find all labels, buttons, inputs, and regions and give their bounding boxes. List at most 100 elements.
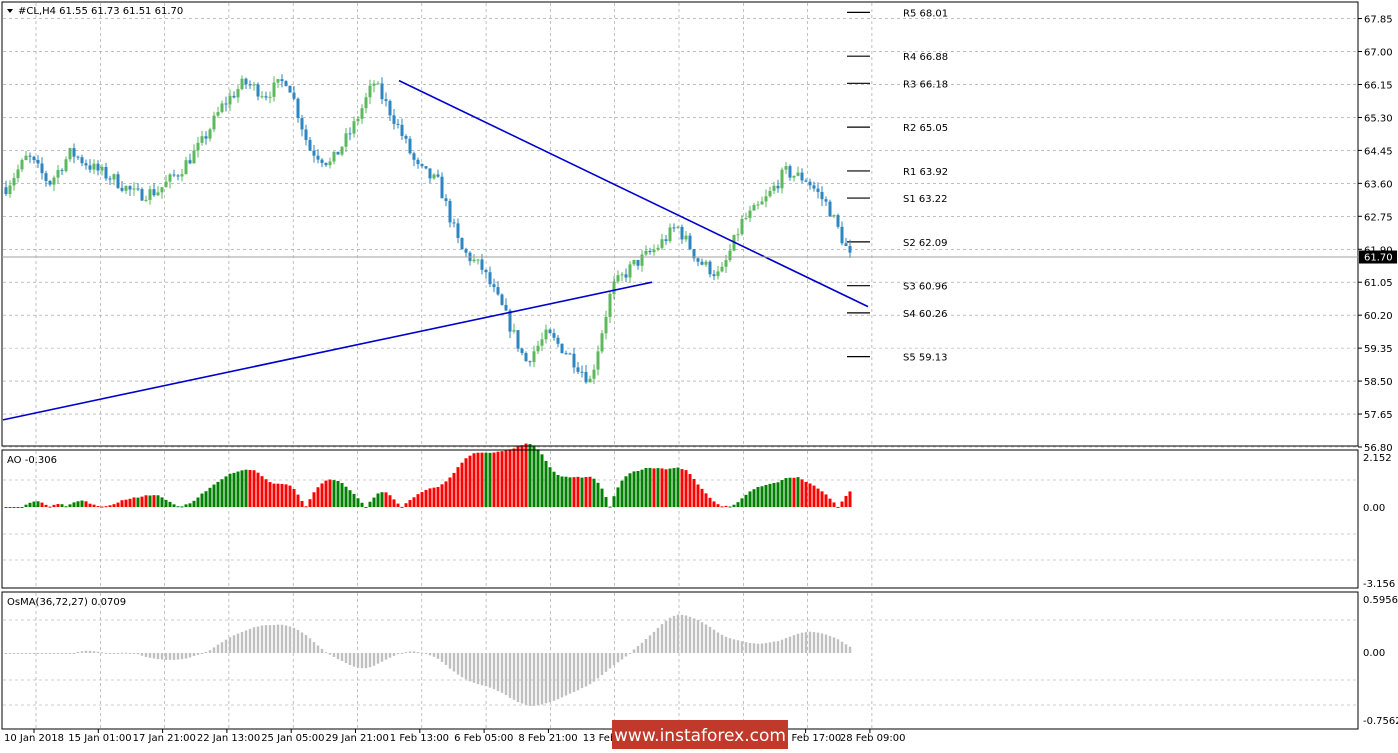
candle-bearish: [808, 178, 812, 190]
ao-bar: [540, 454, 544, 507]
candle-bullish: [144, 195, 148, 203]
time-tick-label: 1 Feb 13:00: [390, 733, 449, 744]
candle-bullish: [228, 89, 232, 111]
osma-bar: [316, 645, 320, 653]
candle-bullish: [616, 270, 620, 284]
osma-bar: [356, 653, 360, 668]
ao-panel-border: [1, 449, 1359, 589]
ao-bar: [436, 486, 440, 507]
osma-bar: [492, 653, 496, 690]
osma-bar: [448, 653, 452, 669]
candle-bullish: [652, 244, 656, 256]
candle-bearish: [28, 152, 32, 164]
candle-bullish: [52, 175, 56, 192]
candle-bearish: [316, 149, 320, 164]
candle-bearish: [672, 223, 676, 233]
osma-bar: [256, 626, 260, 653]
ao-bar: [696, 484, 700, 507]
osma-bar: [776, 641, 780, 653]
time-tick-label: 29 Jan 21:00: [326, 733, 389, 744]
time-tick-label: 15 Jan 01:00: [68, 733, 131, 744]
ao-bar: [260, 476, 264, 507]
ao-bar: [300, 500, 304, 507]
osma-bar: [844, 644, 848, 653]
osma-bar: [180, 653, 184, 660]
ao-bar: [344, 486, 348, 507]
candle-bearish: [548, 328, 552, 334]
candle-bearish: [176, 173, 180, 181]
candle-bearish: [152, 183, 156, 197]
price-tick-label: 60.20: [1364, 311, 1393, 322]
ao-bar: [588, 476, 592, 507]
ao-bar: [556, 474, 560, 507]
osma-bar: [596, 653, 600, 679]
candle-bullish: [796, 166, 800, 177]
osma-bar: [412, 651, 416, 653]
candle-bullish: [156, 186, 160, 197]
osma-bar: [28, 653, 32, 654]
dropdown-triangle-icon[interactable]: [7, 9, 13, 13]
ao-bar: [388, 495, 392, 507]
ao-bar: [840, 501, 844, 507]
candle-bearish: [508, 308, 512, 339]
ao-bar: [132, 497, 136, 507]
candle-bearish: [304, 124, 308, 146]
osma-bar: [580, 653, 584, 689]
pivot-label: R4 66.88: [903, 52, 948, 63]
ao-bar: [372, 497, 376, 507]
ao-bar: [144, 495, 148, 507]
ao-bar: [164, 499, 168, 507]
osma-bar: [544, 653, 548, 704]
current-price-label: 61.70: [1364, 253, 1393, 264]
ao-bar: [796, 477, 800, 507]
price-tick-label: 65.30: [1364, 113, 1393, 124]
ao-bar: [828, 498, 832, 507]
ao-bar: [408, 500, 412, 507]
osma-bar: [588, 653, 592, 685]
pivot-label: S4 60.26: [903, 309, 948, 320]
descending-trendline[interactable]: [398, 79, 869, 308]
candle-bearish: [776, 179, 780, 193]
ao-bar: [552, 471, 556, 507]
candle-bullish: [92, 159, 96, 175]
ao-bar: [760, 486, 764, 507]
osma-bar: [672, 615, 676, 653]
candle-bearish: [820, 186, 824, 206]
candle-bearish: [636, 259, 640, 270]
candle-bearish: [84, 159, 88, 170]
ao-bar: [124, 499, 128, 507]
ao-bar: [764, 484, 768, 507]
ao-bar: [8, 507, 12, 508]
osma-bar: [840, 641, 844, 653]
candle-bearish: [76, 155, 80, 161]
candle-bullish: [716, 265, 720, 280]
ao-bar: [700, 488, 704, 507]
ao-bar: [464, 458, 468, 507]
ao-bar: [640, 469, 644, 507]
osma-bar: [332, 653, 336, 657]
candle-bullish: [772, 181, 776, 194]
trendlines[interactable]: [2, 79, 869, 421]
osma-bar: [824, 634, 828, 653]
candle-bearish: [440, 172, 444, 199]
osma-bar: [140, 653, 144, 656]
ao-bar: [516, 446, 520, 507]
osma-bar: [804, 632, 808, 653]
candle-bullish: [164, 175, 168, 188]
candle-bullish: [760, 196, 764, 205]
osma-bar: [228, 637, 232, 653]
osma-bar: [752, 643, 756, 653]
price-tick-label: 59.35: [1364, 344, 1393, 355]
ao-bar: [600, 488, 604, 507]
osma-bar: [44, 653, 48, 654]
candle-bearish: [680, 224, 684, 244]
ascending-trendline[interactable]: [2, 281, 653, 421]
ao-bar: [280, 483, 284, 507]
instaforex-watermark: www.instaforex.com: [612, 720, 788, 749]
ao-bar: [320, 483, 324, 507]
ao-bar: [224, 476, 228, 507]
ao-bar: [832, 502, 836, 507]
osma-bar: [748, 643, 752, 653]
